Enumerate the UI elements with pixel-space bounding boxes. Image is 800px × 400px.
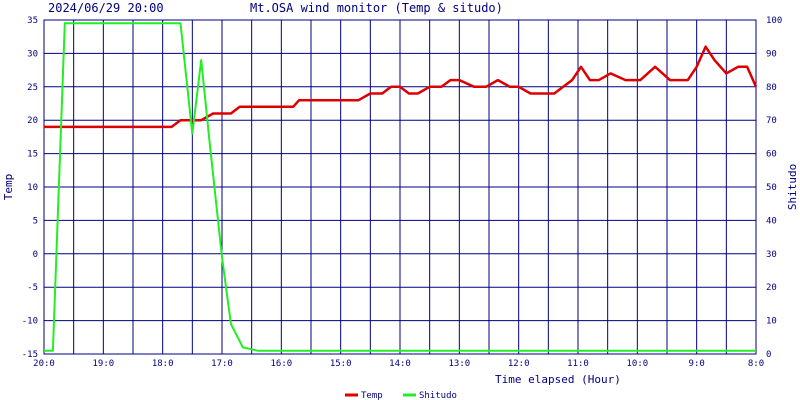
series-line-shitudo	[44, 22, 756, 352]
right-tick-label: 40	[766, 216, 777, 226]
series-lines	[44, 22, 758, 352]
x-tick-label: 13:0	[448, 359, 470, 369]
series-line-temp	[44, 45, 758, 129]
left-tick-label: -10	[22, 317, 38, 327]
left-tick-label: 10	[27, 183, 38, 193]
x-tick-label: 12:0	[508, 359, 530, 369]
x-tick-label: 19:0	[92, 359, 114, 369]
right-tick-label: 60	[766, 150, 777, 160]
legend-label-temp: Temp	[361, 391, 383, 400]
left-axis-title: Temp	[2, 174, 15, 201]
left-tick-label: 20	[27, 116, 38, 126]
legend-label-shitudo: Shitudo	[419, 391, 457, 400]
datetime-label: 2024/06/29 20:00	[48, 1, 164, 15]
left-axis-ticks: 35 30 25 20 15 10 5 0 -5 -10 -15	[22, 16, 38, 360]
x-tick-label: 9:0	[689, 359, 705, 369]
x-tick-label: 16:0	[270, 359, 292, 369]
right-tick-label: 0	[766, 350, 771, 360]
legend: Temp Shitudo	[345, 391, 457, 400]
left-tick-label: 35	[27, 16, 38, 26]
x-tick-label: 18:0	[152, 359, 174, 369]
right-tick-label: 50	[766, 183, 777, 193]
right-tick-label: 30	[766, 250, 777, 260]
left-tick-label: 25	[27, 83, 38, 93]
chart-title: Mt.OSA wind monitor (Temp & situdo)	[250, 1, 503, 15]
right-tick-label: 90	[766, 49, 777, 59]
x-tick-label: 10:0	[626, 359, 648, 369]
x-axis-title: Time elapsed (Hour)	[495, 373, 621, 386]
right-tick-label: 80	[766, 83, 777, 93]
left-tick-label: 30	[27, 49, 38, 59]
x-tick-label: 17:0	[211, 359, 233, 369]
x-tick-label: 20:0	[33, 359, 55, 369]
x-tick-label: 14:0	[389, 359, 411, 369]
x-tick-label: 8:0	[748, 359, 764, 369]
x-tick-label: 11:0	[567, 359, 589, 369]
left-tick-label: 15	[27, 150, 38, 160]
right-tick-label: 10	[766, 317, 777, 327]
right-tick-label: 20	[766, 283, 777, 293]
right-tick-label: 70	[766, 116, 777, 126]
left-tick-label: -5	[27, 283, 38, 293]
right-axis-title: Shitudo	[786, 164, 799, 210]
grid-lines	[44, 19, 756, 355]
x-tick-label: 15:0	[330, 359, 352, 369]
x-axis-ticks: 20:0 19:0 18:0 17:0 16:0 15:0 14:0 13:0 12:0 11:0…	[33, 359, 764, 369]
right-tick-label: 100	[766, 16, 782, 26]
left-tick-label: 0	[33, 250, 38, 260]
left-tick-label: -15	[22, 350, 38, 360]
left-tick-label: 5	[33, 216, 38, 226]
